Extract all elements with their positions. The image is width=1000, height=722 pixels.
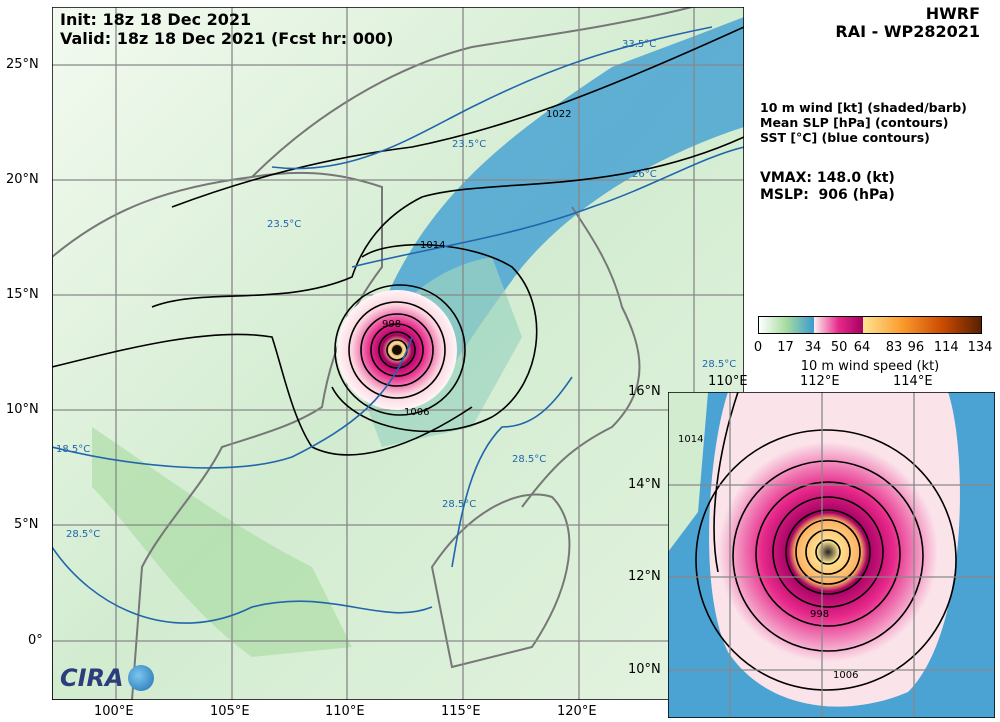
logo-text: CIRA [60,664,124,692]
colorbar-tick-label: 96 [907,340,925,355]
borneo-coastline [430,493,571,669]
sst-label: 26°C [632,169,657,180]
model-name: HWRF [925,4,980,23]
inset-lat-label: 10°N [628,662,661,677]
colorbar-tick-label: 134 [967,340,993,355]
lat-label: 10°N [6,402,39,417]
storm-name: RAI - WP282021 [835,22,980,41]
china-coastline [251,7,693,178]
sst-label: 33.5°C [622,39,656,50]
legend-text: 10 m wind [kt] (shaded/barb) Mean SLP [h… [760,100,967,145]
legend-line: SST [°C] (blue contours) [760,130,930,145]
storm-center [392,345,402,355]
wind-shading-gulf [92,427,352,657]
slp-label: 998 [382,319,401,330]
valid-time: Valid: 18z 18 Dec 2021 (Fcst hr: 000) [60,29,394,48]
colorbar-tick-label: 64 [853,340,871,355]
mslp: MSLP: 906 (hPa) [760,187,895,203]
slp-label: 1014 [678,434,703,445]
slp-label: 1014 [420,240,445,251]
inset-lon-label: 112°E [800,374,840,389]
lon-label: 110°E [325,704,365,719]
legend-line: Mean SLP [hPa] (contours) [760,115,949,130]
inset-map: 1014 998 1006 [668,392,995,718]
inset-contour-labels: 1014 998 1006 [678,434,858,681]
inset-lat-label: 16°N [628,384,661,399]
lat-label: 5°N [14,517,39,532]
inset-lon-label: 110°E [708,374,748,389]
init-time: Init: 18z 18 Dec 2021 [60,10,252,29]
main-map: 1014 1006 1022 998 23.5°C 26°C 28.5°C 28… [52,7,744,700]
colorbar-label: 10 m wind speed (kt) [800,359,940,374]
colorbar-tick-label: 50 [830,340,848,355]
inset-grid [668,392,995,718]
colorbar-tick-label: 83 [885,340,903,355]
colorbar-tick-label: 34 [804,340,822,355]
colorbar [758,316,982,334]
sst-label: 28.5°C [442,499,476,510]
lat-label: 25°N [6,57,39,72]
colorbar-tick-label: 114 [933,340,959,355]
sst-label: 23.5°C [267,219,301,230]
colorbar-tick-label: 17 [777,340,794,355]
contour-labels: 1014 1006 1022 998 23.5°C 26°C 28.5°C 28… [56,39,736,540]
slp-label: 1022 [546,109,571,120]
inset-lat-label: 14°N [628,477,661,492]
inset-lat-label: 12°N [628,569,661,584]
sst-label: 28.5°C [512,454,546,465]
lon-label: 105°E [210,704,250,719]
colorbar-tick-label: 0 [753,340,763,355]
slp-label: 1006 [404,407,429,418]
lon-label: 100°E [94,704,134,719]
slp-label: 998 [810,609,829,620]
inset-slp-contours [695,392,957,691]
slp-label: 1006 [833,670,858,681]
globe-icon [127,665,154,691]
lat-label: 15°N [6,287,39,302]
sst-label: 28.5°C [702,359,736,370]
sst-label: 18.5°C [56,444,90,455]
legend-line: 10 m wind [kt] (shaded/barb) [760,100,967,115]
cira-logo: CIRA [60,664,154,692]
inset-land-shading [668,392,708,552]
philippines-coastline [521,206,641,508]
sst-label: 28.5°C [66,529,100,540]
lon-label: 120°E [557,704,597,719]
inset-storm-field [718,442,938,662]
lat-label: 20°N [6,172,39,187]
lat-label: 0° [28,633,43,648]
lon-label: 115°E [441,704,481,719]
vmax: VMAX: 148.0 (kt) [760,170,895,186]
inset-lon-label: 114°E [893,374,933,389]
sst-label: 23.5°C [452,139,486,150]
sst-contours [52,26,744,624]
